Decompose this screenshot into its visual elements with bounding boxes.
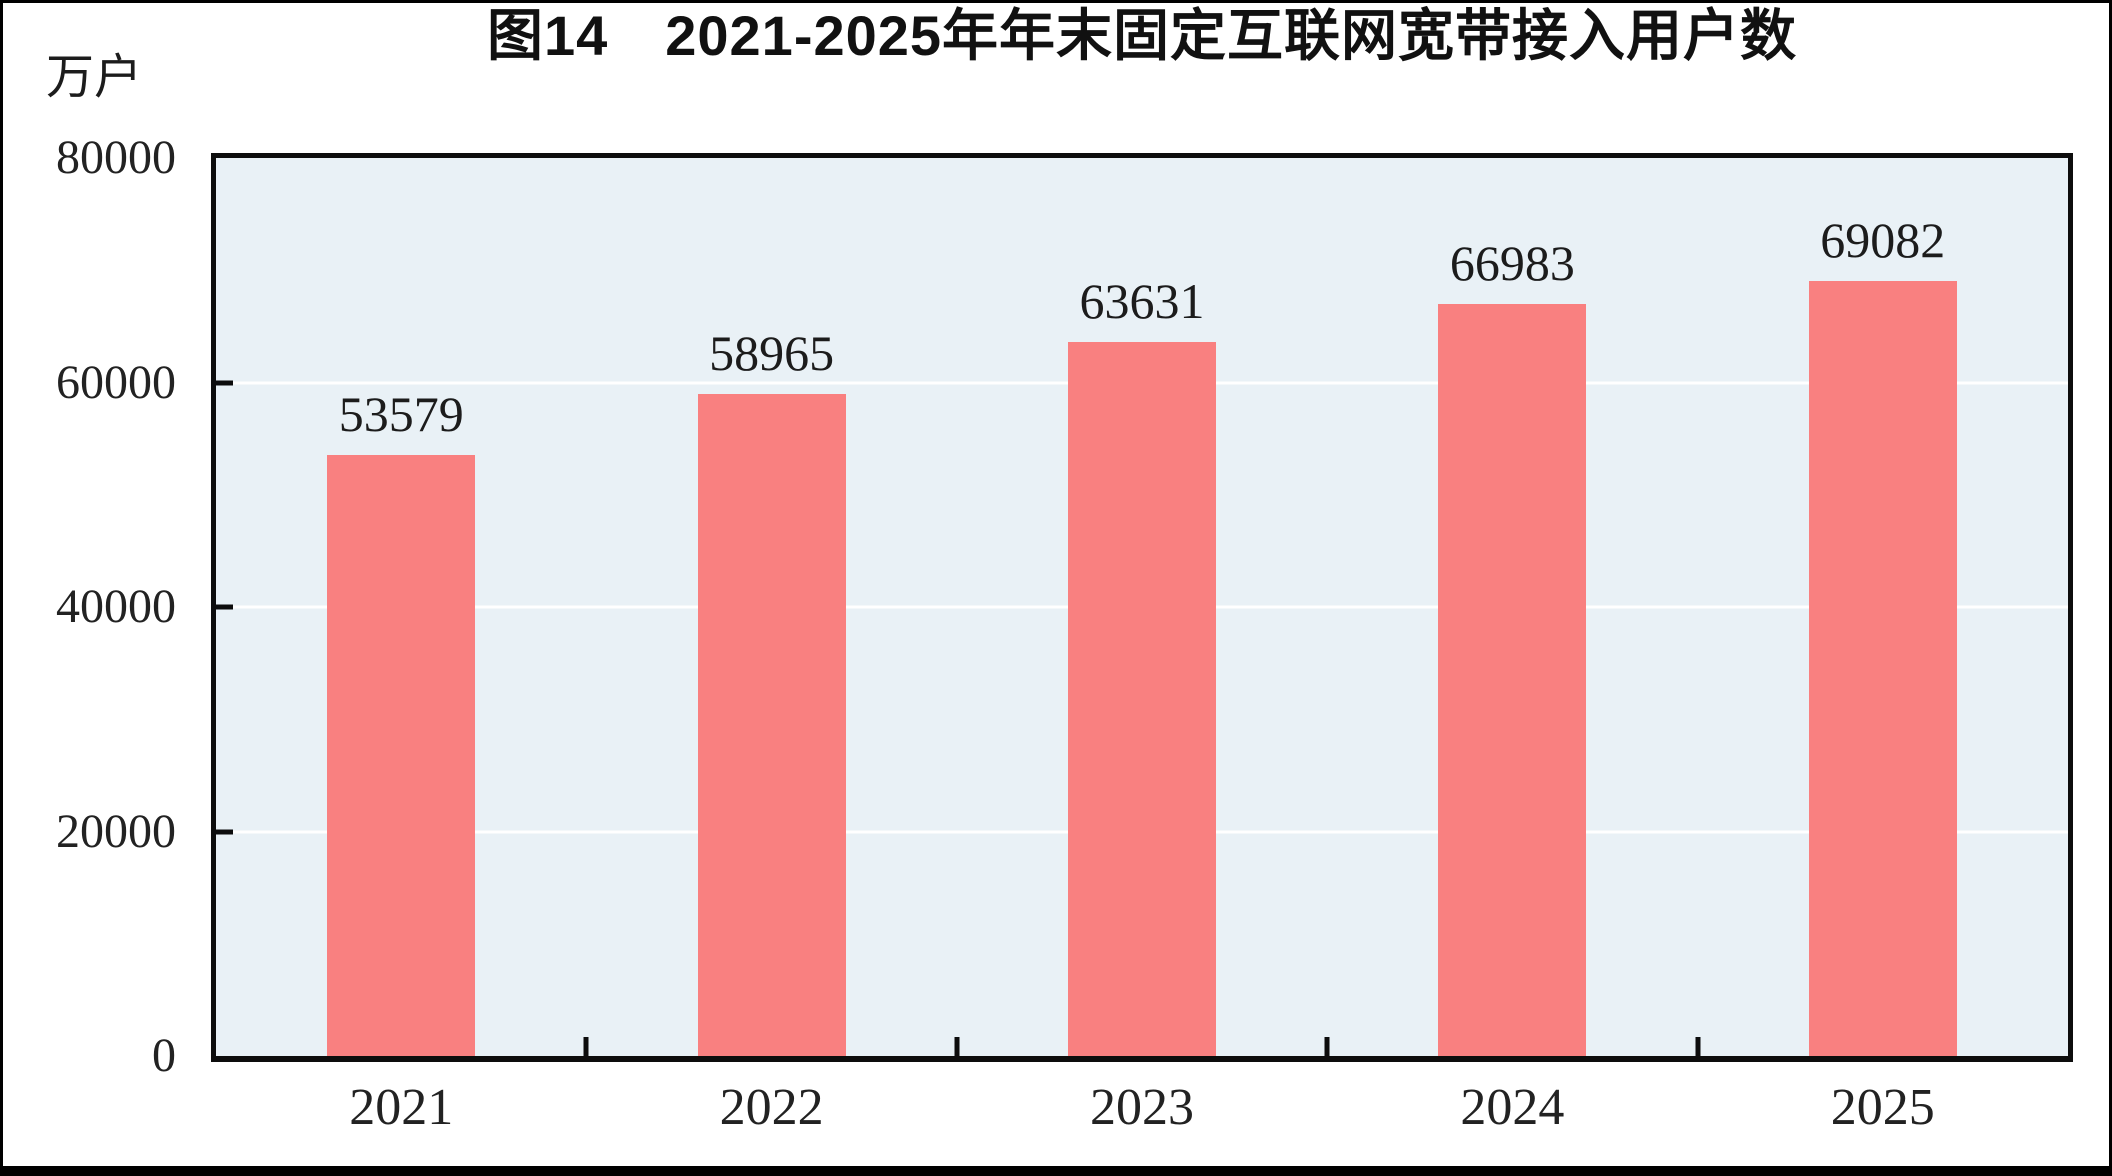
y-tick-label: 0 <box>152 1029 176 1082</box>
x-axis-tick <box>954 1037 960 1056</box>
bar-value-label: 63631 <box>1079 272 1205 329</box>
frame-border-top <box>0 0 2112 3</box>
plot-area: 53579 58965 63631 66983 69082 <box>211 153 2073 1062</box>
x-axis-tick <box>1695 1037 1701 1056</box>
x-tick-label: 2021 <box>349 1079 454 1136</box>
y-axis-labels: 0 20000 40000 60000 80000 <box>0 134 176 1080</box>
x-axis-tick <box>583 1037 589 1056</box>
y-tick-label: 60000 <box>56 355 176 409</box>
bar-2025 <box>1808 280 1957 1056</box>
bar-2023 <box>1068 341 1216 1056</box>
ticks-layer <box>216 158 2068 1056</box>
y-axis-tick <box>216 380 233 385</box>
frame-border-right <box>2109 0 2112 1176</box>
y-tick-label: 80000 <box>56 131 176 184</box>
x-axis-tick <box>1324 1037 1330 1056</box>
y-axis-tick <box>216 829 233 834</box>
x-tick-label: 2022 <box>719 1079 824 1136</box>
y-tick-label: 20000 <box>56 804 176 858</box>
bar-labels-layer: 53579 58965 63631 66983 69082 <box>216 158 2068 1056</box>
y-axis-tick <box>216 604 233 610</box>
bar-value-label: 58965 <box>709 325 835 382</box>
bars-layer <box>216 158 2068 1056</box>
bar-2022 <box>697 394 846 1056</box>
x-tick-label: 2023 <box>1090 1079 1194 1136</box>
bar-value-label: 53579 <box>338 385 464 442</box>
x-axis-labels: 2021 2022 2023 2024 2025 <box>216 1082 2068 1142</box>
bar-2024 <box>1438 304 1587 1056</box>
bar-2021 <box>327 454 476 1056</box>
bar-value-label: 66983 <box>1449 235 1575 292</box>
y-tick-label: 40000 <box>56 580 176 633</box>
frame-border-left <box>0 0 3 1176</box>
bar-value-label: 69082 <box>1820 211 1946 268</box>
chart-title: 图14 2021-2025年年末固定互联网宽带接入用户数 <box>486 4 1798 67</box>
frame-border-bottom <box>0 1166 2112 1176</box>
y-axis-unit-label: 万户 <box>46 51 143 104</box>
x-tick-label: 2024 <box>1460 1079 1565 1136</box>
x-tick-label: 2025 <box>1830 1079 1935 1136</box>
